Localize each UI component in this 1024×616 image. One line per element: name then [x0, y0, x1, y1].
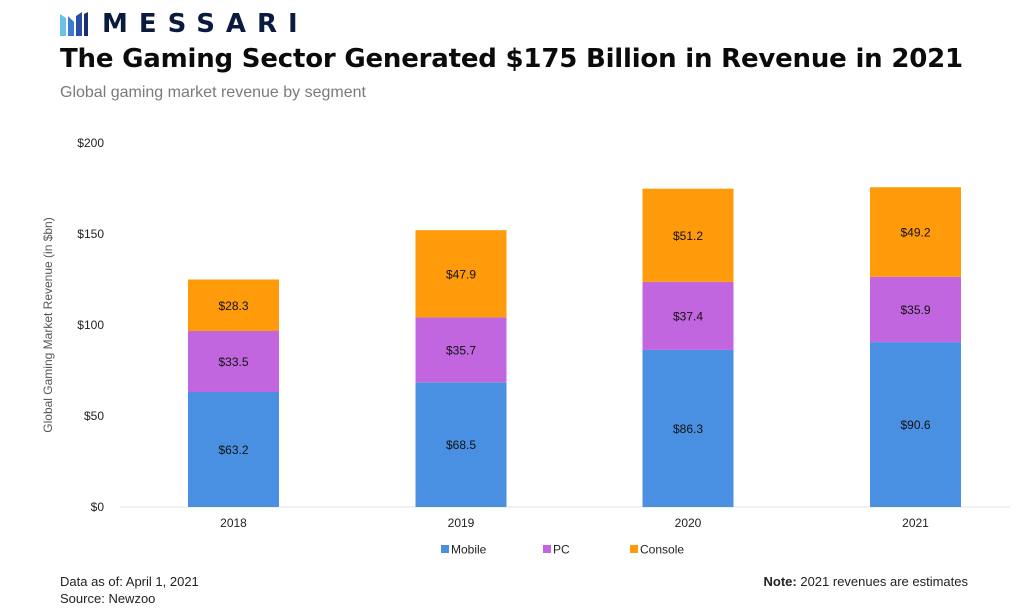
bar-mobile-2019 [415, 382, 507, 507]
y-axis-label: Global Gaming Market Revenue (in $bn) [41, 217, 55, 432]
brand: MESSARI [60, 9, 309, 39]
messari-logo-icon [60, 12, 88, 36]
legend-label: PC [553, 543, 570, 557]
data-label: $86.3 [673, 422, 703, 436]
data-date-note: Data as of: April 1, 2021 [60, 574, 199, 589]
bar-pc-2020 [642, 281, 734, 350]
legend-swatch-mobile [441, 545, 449, 553]
data-label: $28.3 [218, 299, 248, 313]
data-label: $63.2 [218, 443, 248, 457]
legend-swatch-console [630, 545, 638, 553]
data-label: $47.9 [446, 267, 476, 281]
source-label: Source: [60, 591, 105, 606]
y-tick-label: $0 [91, 500, 105, 514]
y-tick-label: $50 [84, 409, 104, 423]
note-value: 2021 revenues are estimates [800, 574, 968, 589]
x-tick-label: 2019 [448, 516, 475, 530]
y-tick-label: $200 [77, 136, 104, 150]
bar-console-2020 [642, 188, 734, 282]
legend-swatch-pc [543, 545, 551, 553]
data-date-value: April 1, 2021 [125, 574, 199, 589]
data-label: $35.7 [446, 343, 476, 357]
source-value: Newzoo [108, 591, 156, 606]
bar-pc-2018 [188, 331, 279, 392]
bar-console-2019 [415, 230, 507, 318]
bar-console-2021 [870, 187, 961, 277]
data-date-label: Data as of: [60, 574, 123, 589]
data-label: $49.2 [900, 225, 930, 239]
data-label: $37.4 [673, 309, 703, 323]
data-label: $51.2 [673, 229, 703, 243]
bar-pc-2019 [415, 317, 507, 383]
x-tick-label: 2020 [675, 516, 702, 530]
bar-mobile-2018 [188, 391, 279, 507]
x-tick-label: 2018 [220, 516, 247, 530]
bar-mobile-2021 [870, 342, 961, 507]
estimate-note: Note: 2021 revenues are estimates [764, 574, 969, 589]
chart-title: The Gaming Sector Generated $175 Billion… [60, 44, 963, 74]
brand-name: MESSARI [102, 9, 309, 39]
x-tick-label: 2021 [902, 516, 929, 530]
chart-subtitle: Global gaming market revenue by segment [60, 84, 366, 101]
bar-pc-2021 [870, 276, 961, 343]
legend-label: Mobile [451, 543, 487, 557]
data-label: $90.6 [900, 418, 930, 432]
source-note: Source: Newzoo [60, 591, 155, 606]
y-tick-label: $100 [77, 318, 104, 332]
bar-console-2018 [188, 279, 279, 332]
data-label: $33.5 [218, 355, 248, 369]
y-tick-label: $150 [77, 227, 104, 241]
data-label: $35.9 [900, 303, 930, 317]
legend-label: Console [640, 543, 684, 557]
note-label: Note: [763, 574, 797, 589]
data-label: $68.5 [446, 438, 476, 452]
bar-mobile-2020 [642, 349, 734, 507]
